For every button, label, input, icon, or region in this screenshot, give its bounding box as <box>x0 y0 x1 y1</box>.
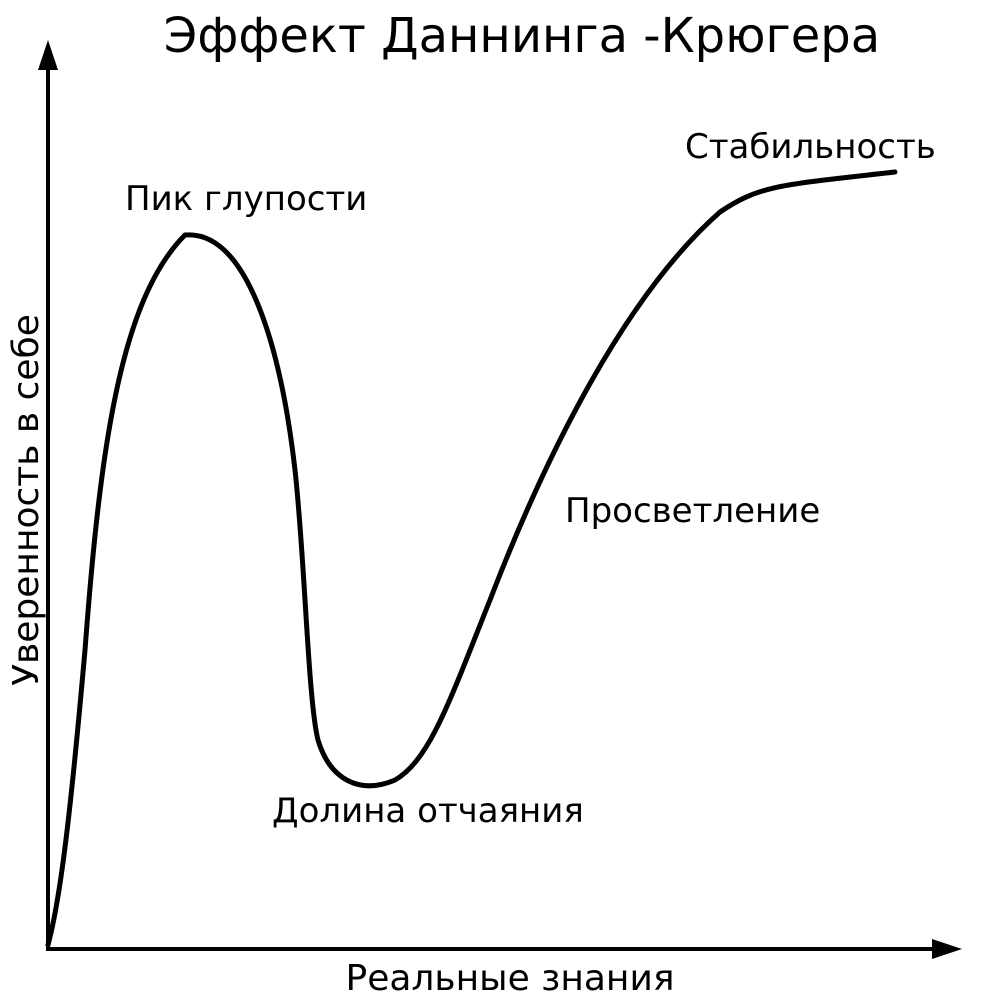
curve <box>45 169 898 948</box>
y-axis-arrow <box>38 40 58 70</box>
annotation: Стабильность <box>685 127 936 167</box>
x-axis-label: Реальные знания <box>345 958 674 999</box>
annotation: Долина отчаяния <box>272 791 584 831</box>
annotation: Пик глупости <box>125 179 367 219</box>
annotation: Просветление <box>565 491 820 531</box>
y-axis-label: Уверенность в себе <box>6 314 47 686</box>
x-axis-arrow <box>932 939 962 959</box>
title: Эффект Даннинга -Крюгера <box>164 8 880 64</box>
